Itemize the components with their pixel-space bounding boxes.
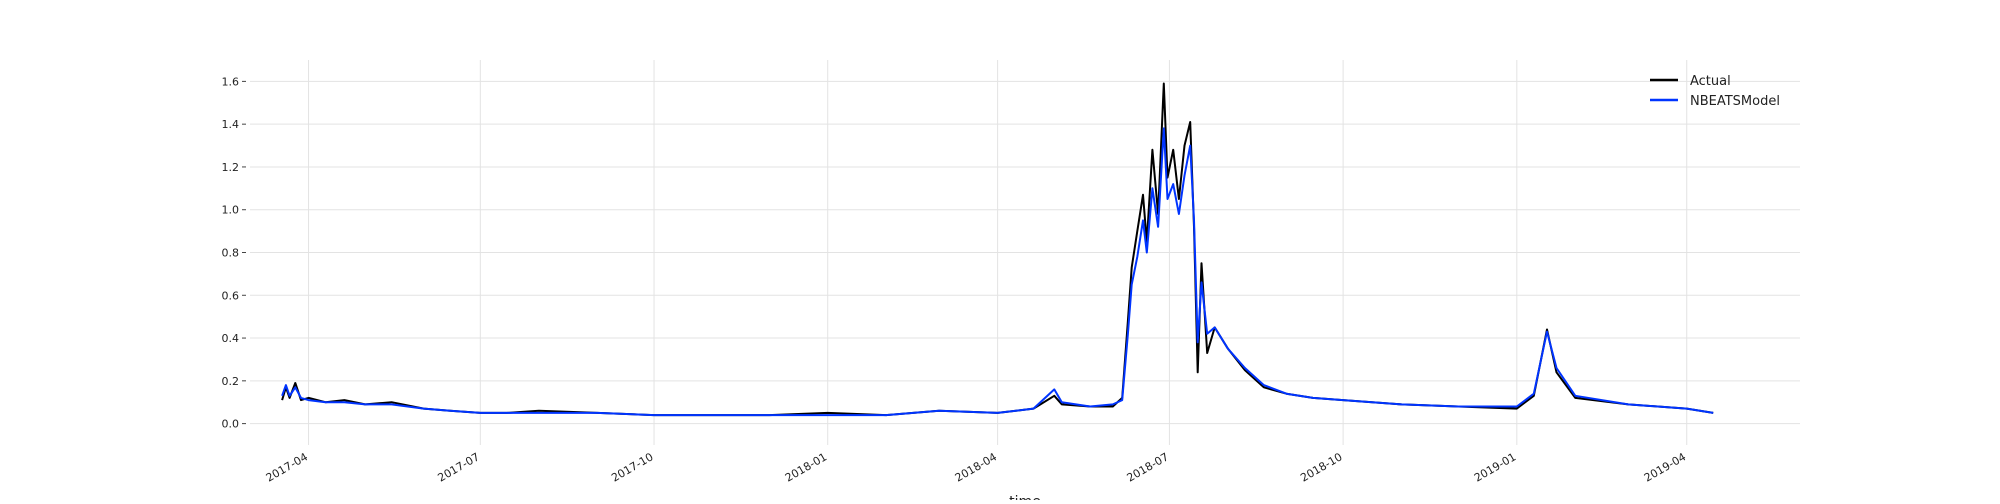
y-tick-label: 1.6 bbox=[222, 75, 240, 88]
x-tick-label: 2018-01 bbox=[783, 450, 829, 484]
y-tick-label: 1.2 bbox=[222, 161, 240, 174]
y-tick-label: 0.4 bbox=[222, 332, 240, 345]
y-tick-label: 1.4 bbox=[222, 118, 240, 131]
x-axis-title: time bbox=[1009, 494, 1041, 500]
series-layer bbox=[281, 82, 1714, 417]
legend-label: NBEATSModel bbox=[1690, 94, 1780, 109]
grid-layer bbox=[250, 60, 1800, 445]
x-tick-label: 2017-04 bbox=[264, 450, 310, 484]
y-tick-label: 0.0 bbox=[222, 418, 240, 431]
y-tick-label: 0.6 bbox=[222, 289, 240, 302]
x-tick-label: 2019-01 bbox=[1472, 450, 1518, 484]
y-tick-label: 0.8 bbox=[222, 247, 240, 260]
x-tick-label: 2018-10 bbox=[1298, 450, 1344, 484]
legend-label: Actual bbox=[1690, 74, 1731, 89]
x-tick-label: 2019-04 bbox=[1642, 450, 1688, 484]
x-tick-label: 2017-07 bbox=[436, 450, 482, 484]
y-tick-label: 1.0 bbox=[222, 204, 240, 217]
legend: Actual NBEATSModel bbox=[1650, 74, 1780, 109]
x-tick-label: 2018-07 bbox=[1125, 450, 1171, 484]
x-tick-label: 2017-10 bbox=[609, 450, 655, 484]
x-tick-label: 2018-04 bbox=[953, 450, 999, 484]
series-line bbox=[281, 127, 1714, 417]
y-tick-label: 0.2 bbox=[222, 375, 240, 388]
